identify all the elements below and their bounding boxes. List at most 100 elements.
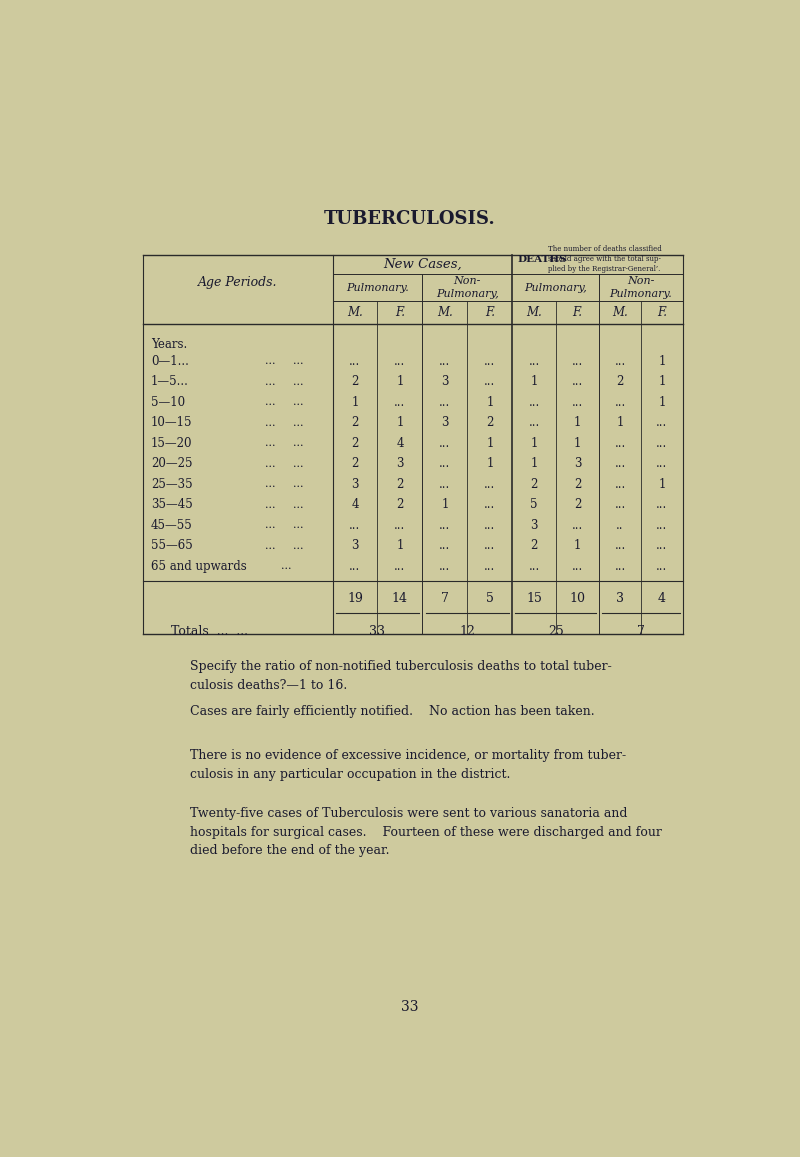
Text: 55—65: 55—65 [151,539,193,552]
Text: ...: ... [484,375,495,388]
Text: 1: 1 [486,457,494,470]
Text: 65 and upwards: 65 and upwards [151,560,246,573]
Text: 19: 19 [347,592,363,605]
Text: ...: ... [656,457,667,470]
Text: 33: 33 [402,1001,418,1015]
Text: Non-
Pulmonary,: Non- Pulmonary, [436,277,498,299]
Text: 0—1...: 0—1... [151,354,189,368]
Text: ...: ... [614,436,626,450]
Text: 4: 4 [351,498,358,511]
Text: 3: 3 [351,478,358,491]
Text: ...: ... [656,560,667,573]
Text: ...: ... [293,540,304,551]
Text: 1: 1 [486,396,494,408]
Text: 2: 2 [530,478,538,491]
Text: ...: ... [614,498,626,511]
Text: 1: 1 [658,354,666,368]
Text: 12: 12 [459,625,475,639]
Text: ...: ... [439,539,450,552]
Text: F.: F. [485,307,495,319]
Text: ...: ... [528,417,540,429]
Text: ...: ... [614,539,626,552]
Text: The number of deaths classified
should agree with the total sup-
plied by the Re: The number of deaths classified should a… [548,245,662,273]
Text: ...: ... [266,356,276,366]
Text: DEATHS: DEATHS [518,255,567,264]
Text: 1: 1 [530,375,538,388]
Text: 1: 1 [396,375,404,388]
Text: ...: ... [266,519,276,530]
Text: ..: .. [616,518,624,531]
Text: F.: F. [657,307,667,319]
Text: ...: ... [293,458,304,469]
Text: ...: ... [439,457,450,470]
Text: ...: ... [484,560,495,573]
Text: 14: 14 [392,592,408,605]
Text: ...: ... [528,560,540,573]
Text: 1: 1 [396,539,404,552]
Text: Pulmonary,: Pulmonary, [524,282,587,293]
Text: 1: 1 [658,478,666,491]
Text: 1: 1 [351,396,358,408]
Text: 33: 33 [370,625,386,639]
Text: ...: ... [656,518,667,531]
Text: 3: 3 [441,375,449,388]
Text: Years.: Years. [151,338,187,352]
Text: ...: ... [484,354,495,368]
Text: 1: 1 [441,498,449,511]
Text: ...: ... [394,396,406,408]
Text: ...: ... [266,540,276,551]
Text: ...: ... [293,377,304,386]
Text: 1: 1 [658,396,666,408]
Text: ...: ... [439,478,450,491]
Text: Specify the ratio of non-notified tuberculosis deaths to total tuber-
culosis de: Specify the ratio of non-notified tuberc… [190,659,612,692]
Text: 3: 3 [530,518,538,531]
Text: ...: ... [350,518,361,531]
Text: 10—15: 10—15 [151,417,192,429]
Text: 1—5...: 1—5... [151,375,189,388]
Text: ...: ... [439,354,450,368]
Text: ...: ... [394,518,406,531]
Text: 15: 15 [526,592,542,605]
Text: ...: ... [572,354,583,368]
Text: 2: 2 [351,375,358,388]
Text: 45—55: 45—55 [151,518,193,531]
Text: M.: M. [612,307,628,319]
Text: ...: ... [572,396,583,408]
Text: 10: 10 [570,592,586,605]
Text: ...: ... [293,479,304,489]
Text: Cases are fairly efficiently notified.    No action has been taken.: Cases are fairly efficiently notified. N… [190,705,594,717]
Text: ...: ... [293,356,304,366]
Text: Non-
Pulmonary.: Non- Pulmonary. [610,277,672,299]
Text: ...: ... [528,354,540,368]
Text: ...: ... [572,518,583,531]
Text: 35—45: 35—45 [151,498,193,511]
Text: 3: 3 [616,592,624,605]
Text: ...: ... [394,560,406,573]
Text: 2: 2 [486,417,494,429]
Text: 2: 2 [351,457,358,470]
Text: 4: 4 [396,436,404,450]
Text: 2: 2 [396,498,404,511]
Text: 25: 25 [548,625,563,639]
Text: ...: ... [293,500,304,509]
Text: ...: ... [484,498,495,511]
Text: ...: ... [484,539,495,552]
Text: ...: ... [266,458,276,469]
Text: ...: ... [484,478,495,491]
Text: ...: ... [614,560,626,573]
Text: ...: ... [281,561,291,572]
Text: 2: 2 [530,539,538,552]
Text: 2: 2 [351,417,358,429]
Text: 3: 3 [351,539,358,552]
Text: ...: ... [293,439,304,448]
Text: ...: ... [656,498,667,511]
Text: 25—35: 25—35 [151,478,193,491]
Text: 2: 2 [574,478,581,491]
Text: ...: ... [656,539,667,552]
Text: ...: ... [266,377,276,386]
Text: There is no evidence of excessive incidence, or mortality from tuber-
culosis in: There is no evidence of excessive incide… [190,749,626,781]
Text: ...: ... [614,457,626,470]
Text: Twenty-five cases of Tuberculosis were sent to various sanatoria and
hospitals f: Twenty-five cases of Tuberculosis were s… [190,808,662,857]
Text: 1: 1 [616,417,624,429]
Text: ...: ... [293,418,304,428]
